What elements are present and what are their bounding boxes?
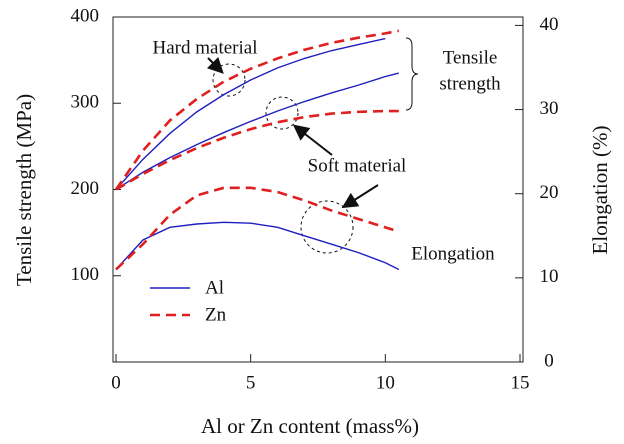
series-line [115,109,399,191]
callout-circle [212,63,246,97]
y2-tick-label: 10 [540,266,559,287]
series-line [115,37,386,190]
arrow [206,56,224,74]
y-tick-label: 400 [71,5,100,26]
series-line [114,29,400,191]
brace [405,37,419,111]
annotation: strength [439,73,501,94]
x-axis-label: Al or Zn content (mass%) [201,414,419,438]
series-line [115,221,400,271]
annotation: Elongation [411,243,495,264]
annotation: Soft material [308,155,407,176]
series-line [115,186,400,271]
y-axis-label: Tensile strength (MPa) [12,94,36,286]
legend-label: Al [205,277,224,298]
x-tick-label: 10 [376,372,395,393]
y2-tick-label: 40 [540,14,559,35]
callout-circle [300,200,354,254]
y2-axis-label: Elongation (%) [588,126,612,255]
plot-frame [112,16,524,363]
x-tick-label: 5 [246,372,256,393]
series-line [115,72,399,191]
y-tick-label: 200 [71,178,100,199]
arrow [292,124,333,156]
legend-label: Zn [205,304,227,325]
y2-tick-label: 30 [540,98,559,119]
annotation: Tensile [443,47,498,68]
x-tick-label: 0 [111,372,121,393]
annotation: Hard material [153,37,258,58]
callout-circle [265,96,299,130]
arrow [341,184,379,209]
x-tick-label: 15 [511,372,530,393]
y-tick-label: 300 [71,92,100,113]
y2-tick-label: 0 [544,350,554,371]
y2-tick-label: 20 [540,182,559,203]
y-tick-label: 100 [71,264,100,285]
